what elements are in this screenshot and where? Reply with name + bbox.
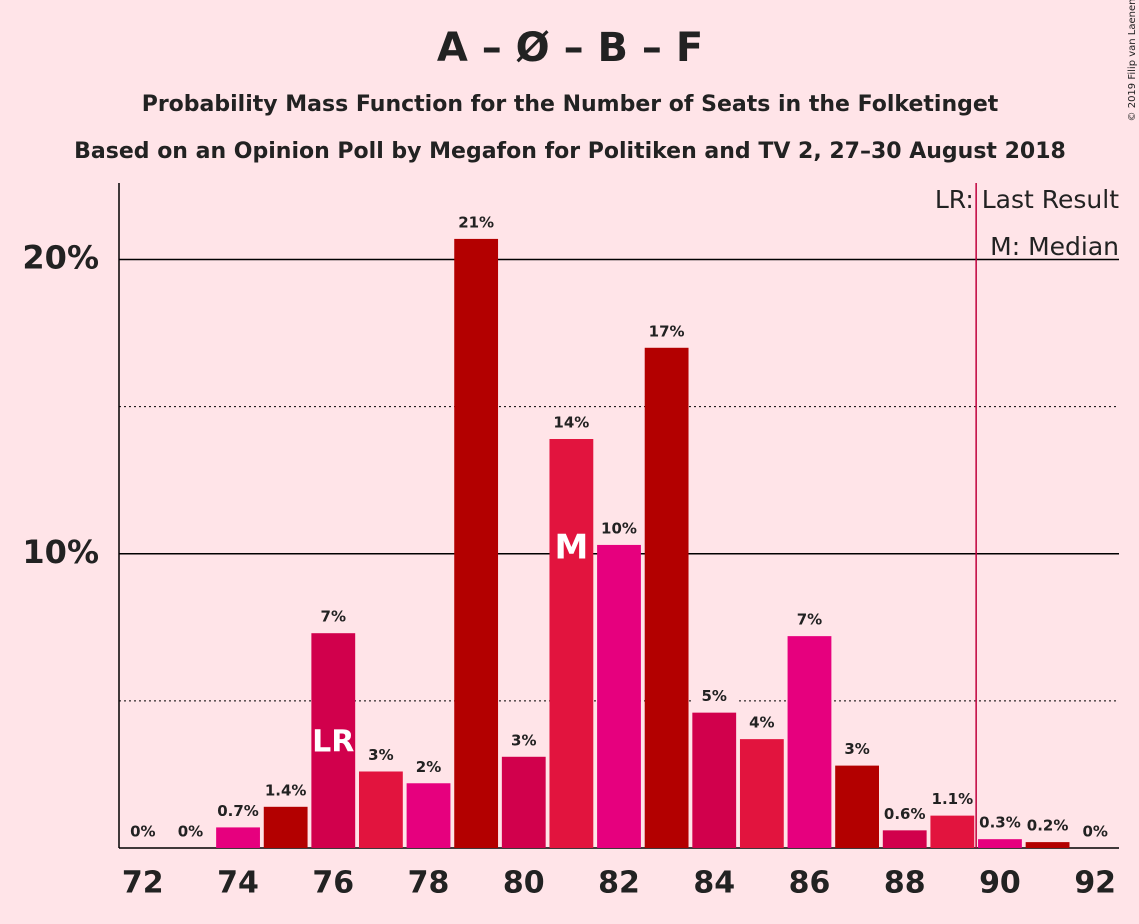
value-label: 2% <box>416 758 441 776</box>
value-label-bg <box>882 804 927 825</box>
y-tick-label: 10% <box>22 533 99 571</box>
value-label-bg <box>501 730 546 751</box>
bar <box>644 347 689 848</box>
bar <box>787 636 832 848</box>
bar <box>216 827 260 848</box>
x-tick-label: 72 <box>122 866 164 901</box>
value-label-bg <box>406 757 451 778</box>
bar <box>406 783 451 848</box>
value-label: 14% <box>553 413 589 431</box>
bar <box>692 712 737 848</box>
x-tick-label: 86 <box>789 866 831 901</box>
bar <box>882 830 927 848</box>
value-label-bg <box>454 212 499 233</box>
value-label-bg <box>263 780 308 801</box>
value-label: 0.7% <box>217 802 259 820</box>
value-label-bg <box>787 610 832 631</box>
value-label-bg <box>1073 822 1118 842</box>
bar <box>835 765 879 848</box>
value-label-bg <box>977 813 1022 834</box>
bar <box>930 815 975 848</box>
chart-title: A – Ø – B – F <box>437 25 703 71</box>
value-label-bg <box>216 801 261 822</box>
value-label: 0% <box>178 823 203 841</box>
bar <box>359 771 403 848</box>
value-label-bg <box>358 745 403 766</box>
value-label: 21% <box>458 213 494 231</box>
value-label: 0% <box>1082 823 1107 841</box>
value-label-bg <box>835 739 880 760</box>
value-label: 4% <box>749 714 774 732</box>
x-tick-label: 88 <box>884 866 926 901</box>
value-label: 3% <box>844 740 869 758</box>
bar <box>263 806 308 848</box>
value-label: 0% <box>130 823 155 841</box>
bar <box>1025 842 1070 848</box>
credit: © 2019 Filip van Laenen <box>1127 0 1138 121</box>
bar <box>311 633 356 848</box>
chart-subtitle: Based on an Opinion Poll by Megafon for … <box>74 139 1066 164</box>
value-label: 3% <box>368 746 393 764</box>
value-label-bg <box>644 321 689 342</box>
value-label: 0.2% <box>1027 817 1069 835</box>
chart-subtitle: Probability Mass Function for the Number… <box>142 92 999 117</box>
legend-entry: LR: Last Result <box>935 185 1119 214</box>
value-label-bg <box>930 789 975 810</box>
x-tick-label: 80 <box>503 866 545 901</box>
value-label-bg <box>168 822 213 842</box>
legend-entry: M: Median <box>990 232 1119 261</box>
x-tick-label: 84 <box>693 866 735 901</box>
value-label-bg <box>120 822 165 842</box>
value-label: 0.6% <box>884 805 926 823</box>
value-label-bg <box>692 686 737 707</box>
y-tick-label: 20% <box>22 239 99 277</box>
value-label-bg <box>311 607 356 628</box>
value-label: 1.1% <box>932 790 974 808</box>
value-label: 0.3% <box>979 814 1021 832</box>
median-marker: M <box>554 527 588 567</box>
x-tick-label: 74 <box>217 866 259 901</box>
bar <box>597 544 641 848</box>
x-tick-label: 78 <box>408 866 450 901</box>
bar <box>739 739 784 848</box>
value-label-bg <box>739 713 784 734</box>
x-tick-label: 92 <box>1074 866 1116 901</box>
last_result-marker: LR <box>312 725 354 760</box>
bar <box>501 756 546 848</box>
value-label-bg <box>1025 816 1070 837</box>
value-label: 3% <box>511 731 536 749</box>
value-label-bg <box>549 412 594 433</box>
x-tick-label: 90 <box>979 866 1021 901</box>
value-label: 7% <box>797 611 822 629</box>
value-label: 7% <box>321 608 346 626</box>
value-label: 5% <box>702 687 727 705</box>
bar <box>549 438 594 848</box>
x-tick-label: 82 <box>598 866 640 901</box>
value-label: 10% <box>601 519 637 537</box>
value-label: 17% <box>649 322 685 340</box>
bar <box>454 238 499 848</box>
x-tick-label: 76 <box>312 866 354 901</box>
bar <box>978 839 1022 848</box>
value-label-bg <box>597 518 641 539</box>
value-label: 1.4% <box>265 781 307 799</box>
